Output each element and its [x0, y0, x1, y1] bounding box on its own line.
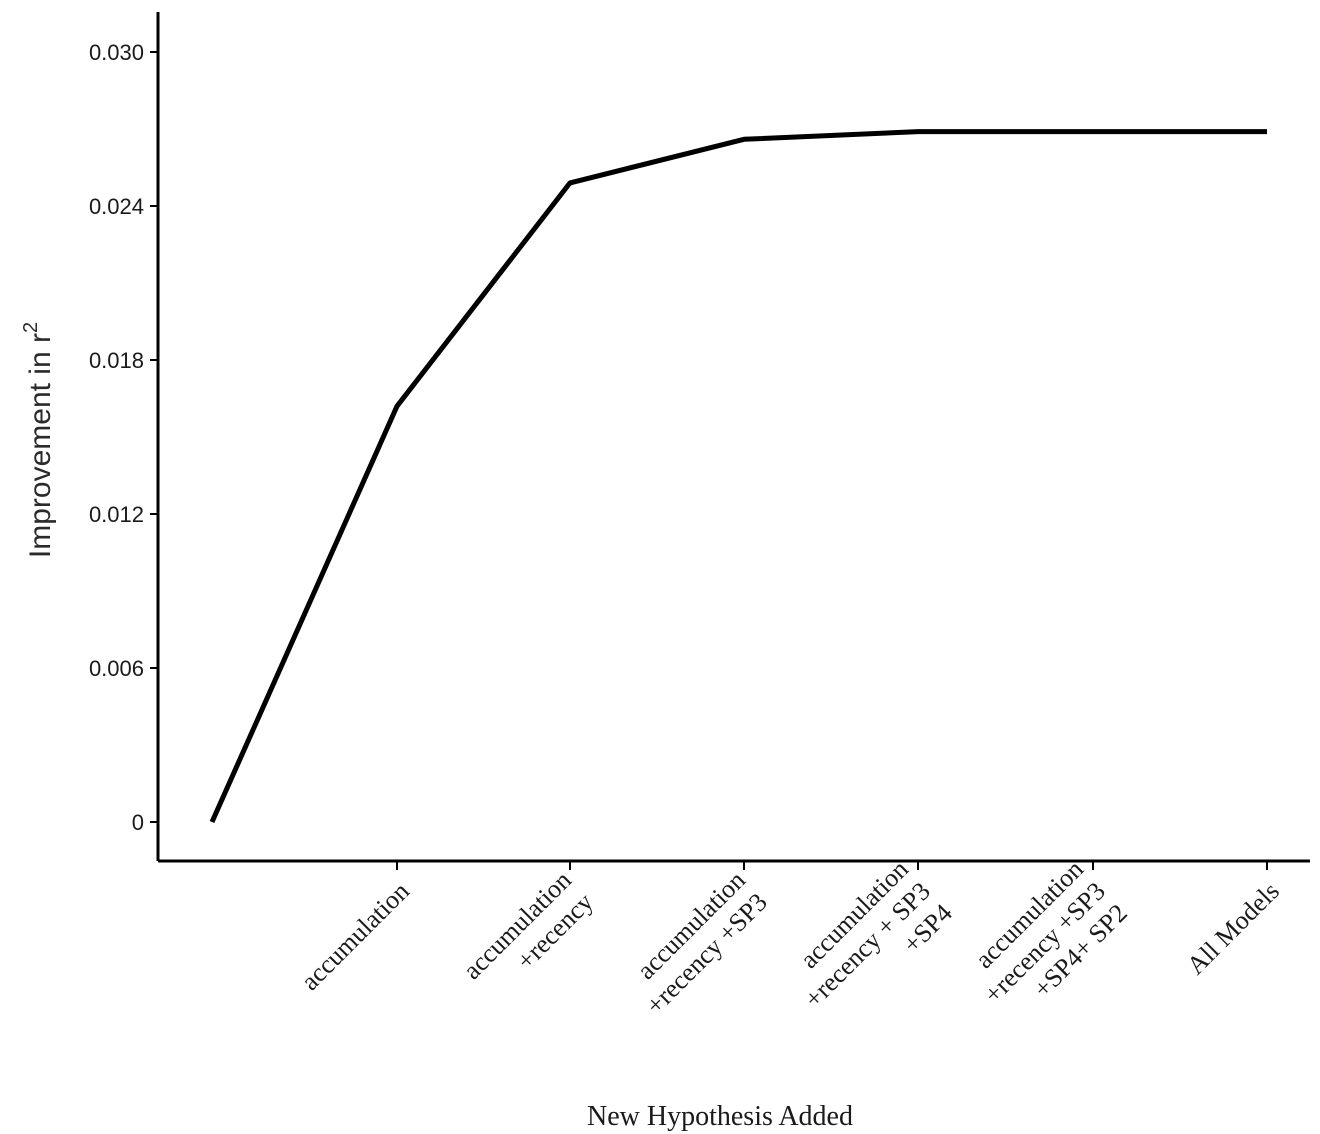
x-tick-label: All Models [1181, 876, 1285, 980]
y-tick-label: 0.018 [89, 348, 144, 373]
x-tick-label: accumulation+recency [457, 865, 598, 1006]
y-tick-label: 0.012 [89, 502, 144, 527]
x-tick-label-line: All Models [1181, 876, 1285, 980]
x-tick-label: accumulation+recency +SP3+SP4+ SP2 [956, 854, 1132, 1030]
series-line [209, 129, 1267, 824]
y-tick-label: 0.006 [89, 656, 144, 681]
x-tick-label: accumulation [295, 876, 415, 996]
y-tick-label: 0.030 [89, 40, 144, 65]
y-axis-label-superscript: 2 [20, 322, 42, 333]
axes [156, 12, 1310, 863]
x-ticks: accumulation accumulation+recency accumula… [295, 854, 1285, 1035]
x-axis-label: New Hypothesis Added [587, 1101, 853, 1132]
y-axis-label: Improvement in r2 [20, 322, 57, 558]
x-tick-label: accumulation+recency +SP3 [618, 865, 773, 1020]
x-tick-label: accumulation+recency + SP3+SP4 [777, 854, 958, 1035]
y-ticks: 0 0.006 0.012 0.018 0.024 0.030 [89, 40, 158, 835]
y-axis-label-text: Improvement in r [24, 333, 57, 558]
y-tick-label: 0.024 [89, 194, 144, 219]
y-tick-label: 0 [132, 810, 144, 835]
series-group [209, 129, 1267, 824]
x-tick-label-line: accumulation [295, 876, 415, 996]
